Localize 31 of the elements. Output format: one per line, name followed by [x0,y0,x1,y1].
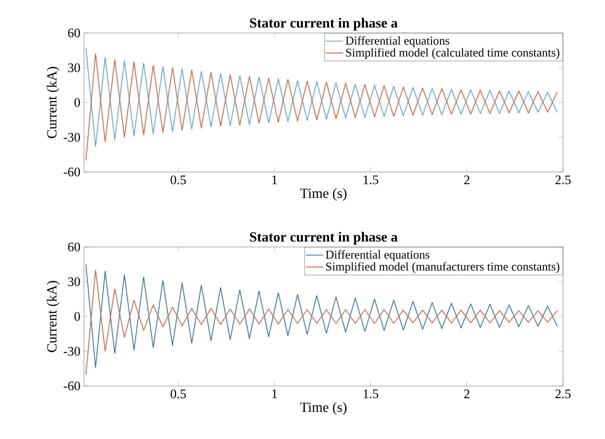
line-series [86,48,558,147]
x-tick-label: 0.5 [170,390,186,398]
chart-title: Stator current in phase a [250,232,398,244]
legend-label: Differential equations [326,250,430,262]
y-tick-label: 0 [74,312,80,321]
chart-title: Stator current in phase a [250,18,398,30]
y-tick-label: 30 [68,63,80,72]
y-tick-label: 60 [68,242,80,252]
y-tick-label: 60 [68,28,80,38]
y-axis-title: Current (kA) [46,280,60,352]
x-tick-label: 2 [464,176,470,184]
y-tick-label: -60 [64,168,80,176]
x-tick-label: 1.5 [364,176,378,184]
x-tick-label: 2.5 [555,390,571,398]
y-tick-label: -30 [64,132,80,142]
legend-label: Simplified model (calculated time constants) [346,48,560,60]
y-tick-label: -30 [64,346,80,356]
x-tick-label: 1.5 [364,390,378,398]
y-tick-label: 0 [74,98,80,107]
x-tick-label: 2.5 [555,176,571,184]
legend-label: Simplified model (manufacturers time constants) [326,262,560,274]
x-tick-label: 0.5 [170,176,186,184]
legend-label: Differential equations [346,36,450,48]
y-tick-label: 30 [68,277,80,286]
y-axis-title: Current (kA) [46,66,60,138]
x-tick-label: 1 [272,390,277,398]
x-tick-label: 1 [272,176,277,184]
y-tick-label: -60 [64,382,80,390]
x-axis-title: Time (s) [300,188,346,201]
x-axis-title: Time (s) [300,402,346,415]
x-tick-label: 2 [464,390,470,398]
